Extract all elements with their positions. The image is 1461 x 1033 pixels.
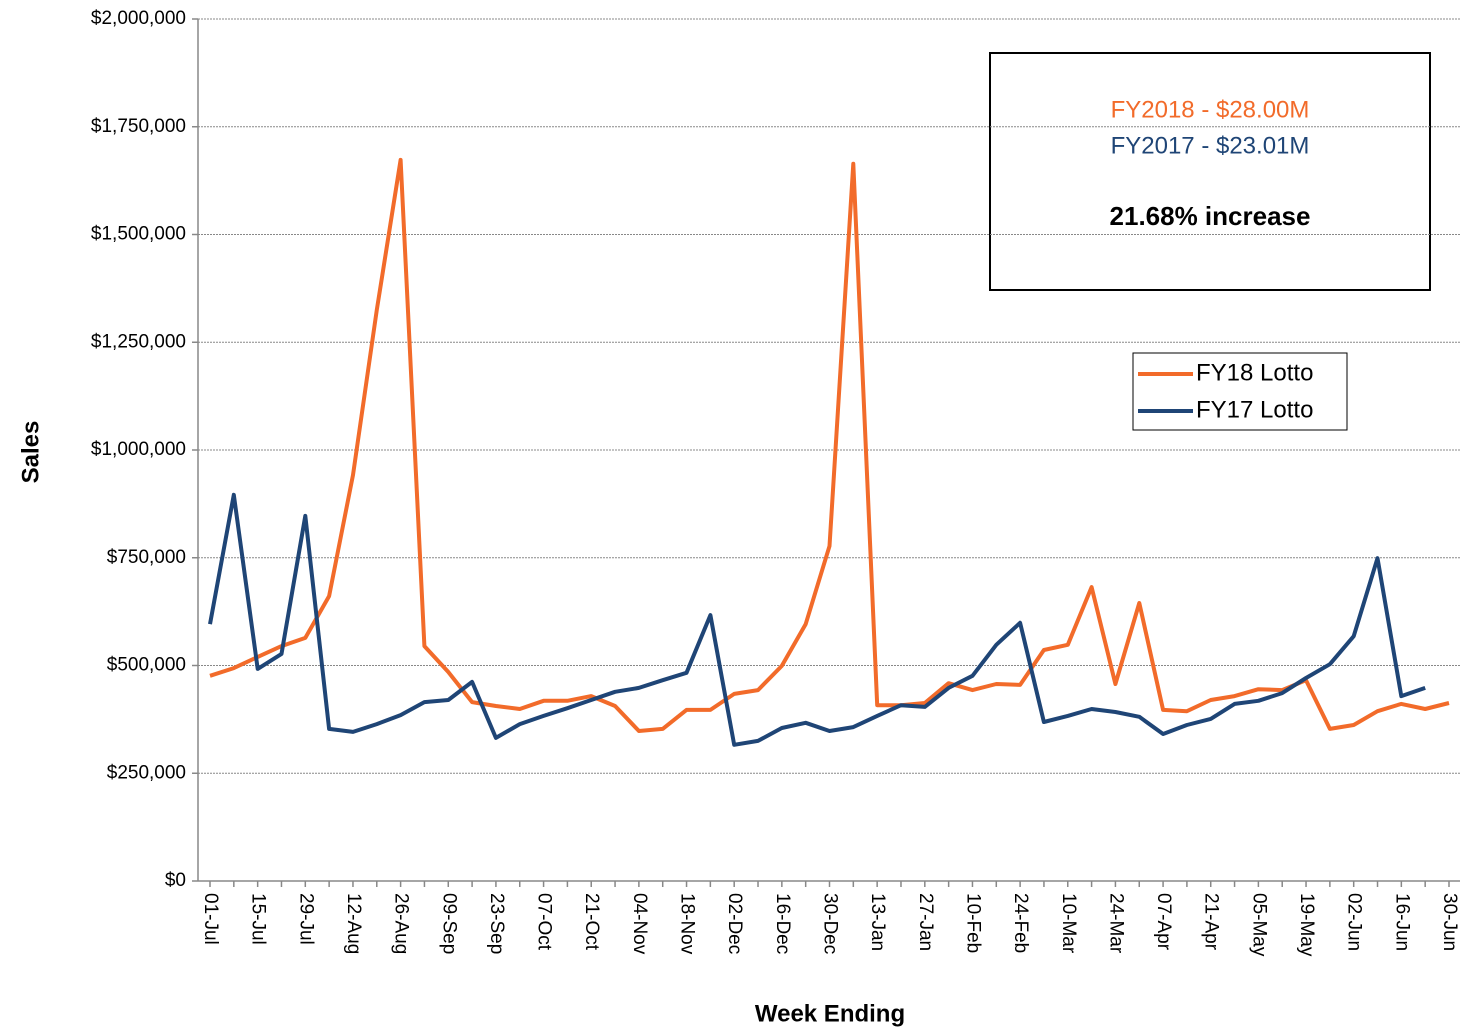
x-tick-label: 05-May [1248,893,1269,957]
y-tick-label: $1,250,000 [91,331,186,352]
x-tick-label: 21-Oct [581,893,602,951]
y-tick-label: $1,000,000 [91,439,186,460]
x-tick-label: 13-Jan [867,893,888,951]
y-axis-label: Sales [17,421,44,484]
x-axis-label: Week Ending [755,1000,905,1027]
x-tick-label: 04-Nov [629,893,650,955]
legend-label: FY18 Lotto [1196,359,1313,386]
series-line [209,157,1450,733]
annotation: 21.68% increase [1110,201,1311,231]
y-tick-label: $500,000 [107,655,186,676]
x-tick-label: 24-Feb [1010,893,1031,953]
x-tick-label: 23-Sep [486,893,507,954]
y-tick-label: $750,000 [107,547,186,568]
x-tick-label: 29-Jul [295,893,316,945]
x-tick-label: 02-Dec [724,893,745,954]
x-tick-label: 27-Jan [915,893,936,951]
legend-box [1132,352,1348,431]
y-tick-label: $1,500,000 [91,224,186,245]
x-tick-label: 10-Feb [962,893,983,953]
legend-label: FY17 Lotto [1196,396,1313,423]
x-tick-label: 16-Dec [772,893,793,954]
x-tick-label: 07-Oct [534,893,555,951]
x-tick-label: 02-Jun [1344,893,1365,951]
x-tick-label: 30-Dec [819,893,840,954]
x-tick-label: 19-May [1296,893,1317,957]
x-tick-label: 09-Sep [438,893,459,954]
x-tick-label: 10-Mar [1058,893,1079,954]
y-tick-label: $1,750,000 [91,116,186,137]
x-tick-label: 15-Jul [248,893,269,945]
x-tick-label: 24-Mar [1105,893,1126,954]
x-tick-label: 07-Apr [1153,893,1174,951]
x-tick-label: 21-Apr [1201,893,1222,951]
x-tick-label: 26-Aug [391,893,412,954]
y-tick-label: $2,000,000 [91,8,186,29]
x-tick-label: 30-Jun [1439,893,1460,951]
annotation: FY2017 - $23.01M [1111,132,1310,159]
y-tick-label: $250,000 [107,762,186,783]
x-tick-label: 16-Jun [1391,893,1412,951]
x-tick-label: 18-Nov [677,893,698,955]
series-line [208,492,1426,747]
y-tick-label: $0 [165,870,186,891]
annotation-box [989,52,1431,291]
x-tick-label: 12-Aug [343,893,364,954]
x-tick-label: 01-Jul [200,893,221,945]
annotation: FY2018 - $28.00M [1111,96,1310,123]
